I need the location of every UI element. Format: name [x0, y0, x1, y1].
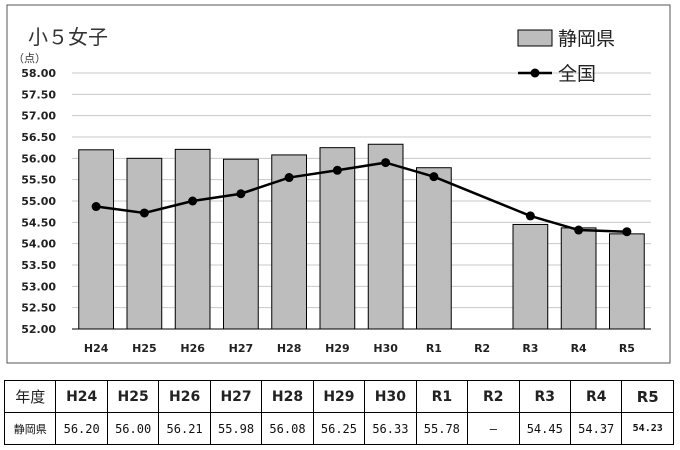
- chart: 52.00 52.50 53.00 53.50 54.00 54.50 55.00 55.50…: [6, 4, 671, 364]
- table-year-cell: R4: [569, 380, 623, 413]
- national-point-H28: [284, 173, 294, 183]
- table-value-cell: 56.00: [106, 412, 160, 445]
- y-tick-label: 52.50: [21, 302, 56, 315]
- table-value-row: 静岡県 56.20 56.00 56.21 55.98 56.08 56.25 …: [3, 412, 674, 445]
- bar-H30: [367, 143, 404, 330]
- table-year-cell: H26: [158, 380, 211, 413]
- x-tick-label: H29: [325, 342, 350, 355]
- y-tick-label: 56.50: [21, 131, 56, 144]
- bar-H25: [126, 157, 163, 330]
- table-year-cell: H29: [312, 380, 366, 413]
- table-year-cell: H30: [364, 380, 417, 413]
- national-point-R1: [429, 172, 439, 182]
- table-row-label: 静岡県: [3, 412, 57, 445]
- legend-line-label: 全国: [558, 63, 596, 85]
- national-line: [91, 158, 632, 237]
- legend-bar-swatch: [517, 29, 553, 47]
- national-point-R4: [574, 225, 584, 235]
- x-tick-label: H28: [277, 342, 302, 355]
- y-tick-label: 52.00: [21, 323, 56, 336]
- table-value-cell: 56.20: [55, 412, 108, 445]
- legend: 静岡県 全国: [517, 28, 615, 85]
- x-tick-label: H25: [132, 342, 157, 355]
- x-tick-label: R2: [474, 342, 490, 355]
- national-point-H25: [139, 208, 149, 218]
- x-tick-labels: H24 H25 H26 H27 H28 H29 H30 R1 R2 R3 R4 R5: [84, 342, 635, 355]
- x-tick-label: H26: [180, 342, 205, 355]
- y-tick-label: 53.00: [21, 280, 56, 293]
- table-value-cell: 55.78: [415, 412, 469, 445]
- table-year-cell: R1: [415, 380, 469, 413]
- table-value-cell: 54.23: [621, 412, 674, 445]
- table-value-cell: 56.33: [364, 412, 417, 445]
- bar-R4: [560, 227, 597, 330]
- table-value-cell: 54.45: [518, 412, 571, 445]
- bar-R1: [416, 167, 452, 330]
- national-point-H24: [91, 202, 101, 212]
- table-year-cell: H24: [55, 380, 108, 413]
- y-tick-label: 55.50: [21, 174, 56, 187]
- table-year-cell: R2: [467, 380, 520, 413]
- national-point-H26: [188, 196, 198, 206]
- bar-H26: [174, 148, 211, 330]
- legend-line-marker: [530, 68, 540, 78]
- bar-R5: [609, 233, 645, 330]
- x-tick-label: R4: [571, 342, 587, 355]
- national-point-H27: [236, 189, 246, 199]
- y-tick-label: 53.50: [21, 259, 56, 272]
- table-value-cell: 54.37: [569, 412, 623, 445]
- national-point-R3: [525, 211, 535, 221]
- national-point-R5: [622, 227, 632, 237]
- y-tick-label: 57.50: [21, 88, 56, 101]
- table-year-cell: R5: [621, 380, 674, 413]
- bars: [78, 143, 645, 330]
- table-value-cell: ―: [467, 412, 520, 445]
- table-header-label: 年度: [3, 380, 57, 413]
- x-tick-label: R5: [619, 342, 635, 355]
- y-tick-label: 56.00: [21, 152, 56, 165]
- table-year-cell: R3: [518, 380, 571, 413]
- table-header-row: 年度 H24 H25 H26 H27 H28 H29 H30 R1 R2 R3 …: [3, 380, 674, 413]
- national-point-H29: [332, 165, 342, 175]
- bar-R3: [512, 223, 549, 330]
- y-tick-label: 54.50: [21, 216, 56, 229]
- y-tick-labels: 52.00 52.50 53.00 53.50 54.00 54.50 55.00 55.50…: [21, 67, 56, 336]
- bar-H24: [78, 149, 114, 330]
- x-tick-label: R3: [522, 342, 538, 355]
- bar-H29: [319, 147, 356, 330]
- data-table: 年度 H24 H25 H26 H27 H28 H29 H30 R1 R2 R3 …: [3, 380, 674, 445]
- bar-H27: [223, 158, 259, 330]
- y-tick-label: 58.00: [21, 67, 56, 80]
- chart-title: 小５女子: [28, 25, 108, 49]
- x-tick-label: H24: [84, 342, 109, 355]
- x-tick-label: H27: [229, 342, 254, 355]
- y-tick-label: 55.00: [21, 195, 56, 208]
- table-value-cell: 56.25: [312, 412, 366, 445]
- table-year-cell: H28: [261, 380, 314, 413]
- x-tick-label: H30: [373, 342, 398, 355]
- bar-H28: [271, 154, 307, 330]
- national-point-H30: [381, 158, 391, 168]
- table-value-cell: 56.21: [158, 412, 211, 445]
- table-value-cell: 56.08: [261, 412, 314, 445]
- y-tick-label: 54.00: [21, 238, 56, 251]
- table-value-cell: 55.98: [209, 412, 263, 445]
- table-year-cell: H27: [209, 380, 263, 413]
- y-tick-label: 57.00: [21, 110, 56, 123]
- legend-bar-label: 静岡県: [558, 28, 615, 50]
- x-tick-label: R1: [426, 342, 442, 355]
- table-year-cell: H25: [106, 380, 160, 413]
- y-unit-label: （点）: [13, 52, 46, 65]
